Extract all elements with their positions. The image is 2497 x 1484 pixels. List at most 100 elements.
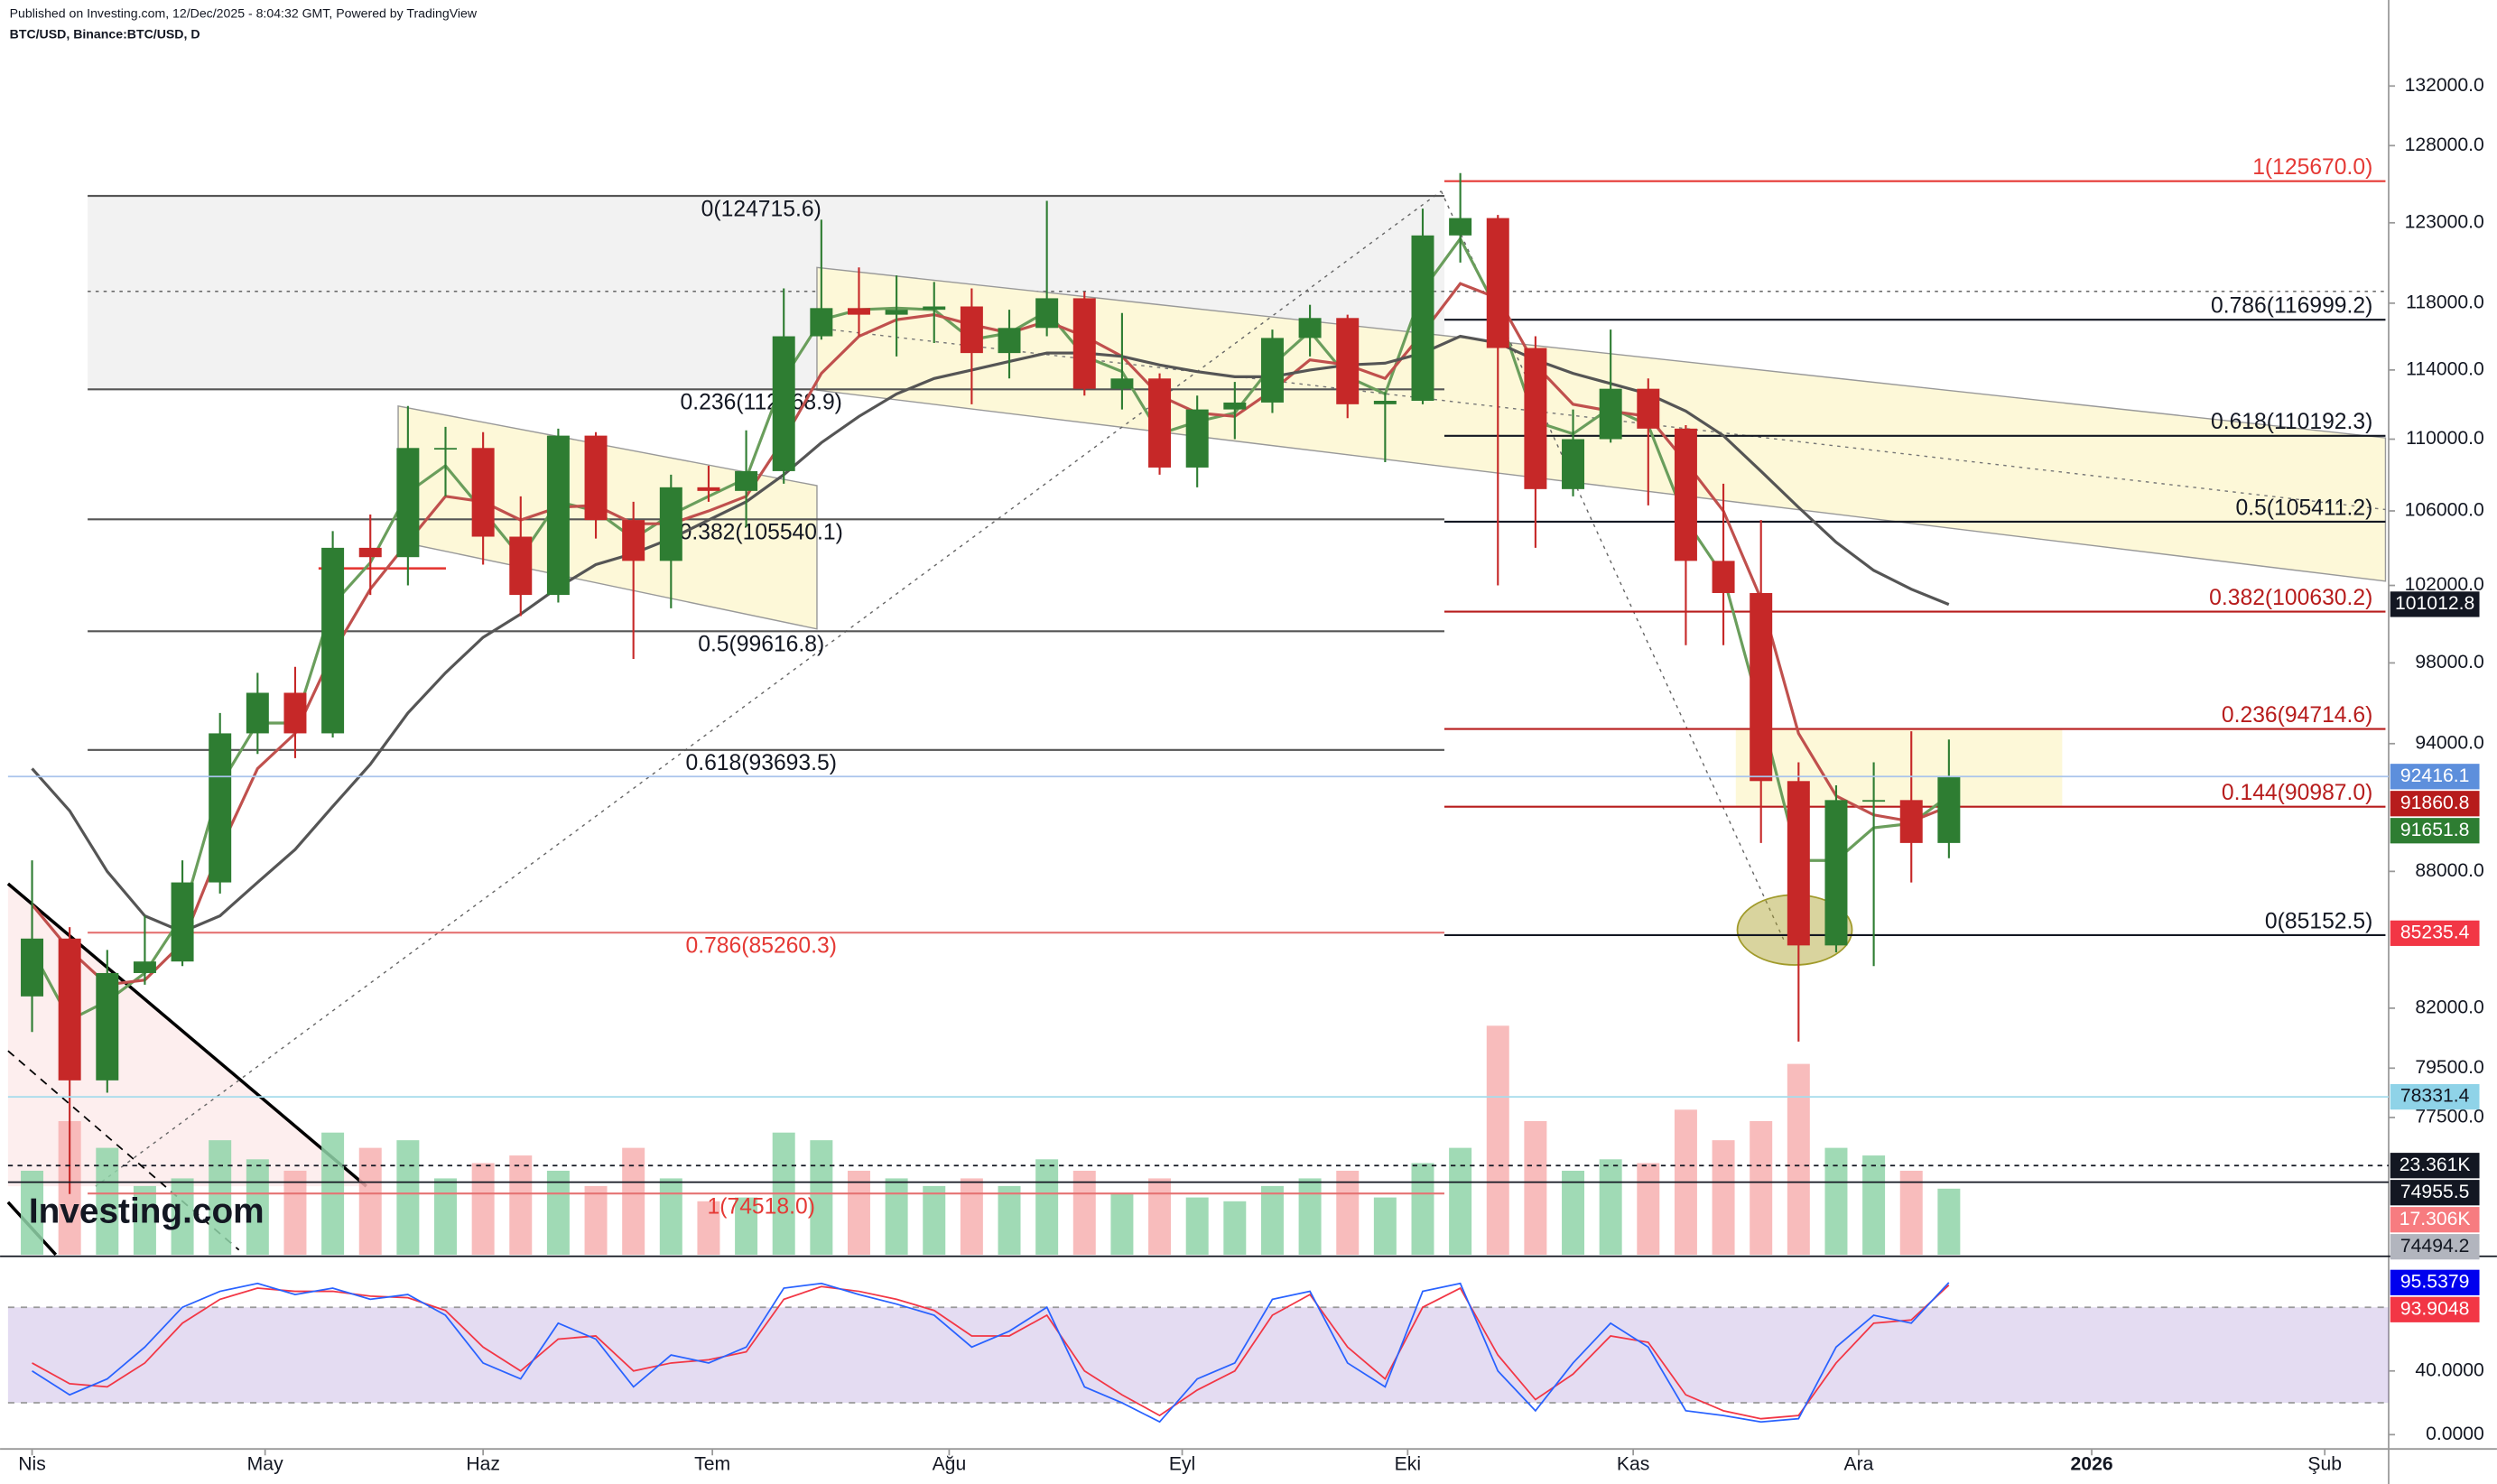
y-tick-label: 94000.0	[2415, 732, 2483, 753]
volume-bar	[283, 1170, 307, 1255]
candle-body	[1336, 318, 1360, 404]
volume-bar	[1223, 1201, 1247, 1255]
volume-bar	[622, 1147, 645, 1255]
volume-bar	[584, 1185, 608, 1255]
price-badge-label: 85235.4	[2400, 922, 2470, 942]
fib-label: 1(74518.0)	[708, 1195, 815, 1220]
price-badge	[2390, 1234, 2480, 1260]
candle-body	[584, 435, 608, 521]
volume-bar	[659, 1178, 682, 1255]
volume-bar	[1072, 1170, 1096, 1255]
price-badge	[2390, 1153, 2480, 1179]
x-tick-label: Ara	[1843, 1453, 1873, 1474]
range-box	[1735, 728, 2063, 806]
volume-bar	[1411, 1163, 1434, 1255]
candle-body	[960, 306, 983, 354]
y-tick-label: 106000.0	[2405, 500, 2484, 521]
candle-body	[1787, 781, 1810, 946]
volume-bar	[810, 1140, 833, 1255]
fib-label: 0.5(99616.8)	[698, 633, 824, 657]
volume-bar	[21, 1170, 44, 1255]
stoch-line	[32, 1282, 1950, 1424]
fib-label: 0.236(94714.6)	[2222, 703, 2372, 728]
trendline	[7, 1050, 240, 1251]
volume-bar	[434, 1178, 457, 1255]
candle-body	[1750, 592, 1773, 782]
fib-label: 0(85152.5)	[2265, 909, 2372, 933]
candle-body	[1637, 388, 1660, 429]
x-tick-label: May	[247, 1453, 283, 1474]
price-badge	[2390, 920, 2480, 946]
y-tick-label: 88000.0	[2415, 860, 2483, 881]
volume-bar	[1373, 1197, 1397, 1255]
moving-average	[31, 236, 1950, 1023]
candle-body	[772, 336, 795, 471]
volume-bar	[998, 1185, 1021, 1255]
candle-body	[1899, 800, 1923, 843]
candle-body	[847, 308, 870, 315]
volume-bar	[509, 1155, 533, 1255]
volume-bar	[847, 1170, 870, 1255]
candle-body	[622, 520, 645, 561]
price-badge-label: 91860.8	[2400, 793, 2469, 813]
candle-body	[1298, 318, 1322, 339]
volume-bar	[471, 1163, 495, 1255]
candle-body	[1223, 402, 1247, 410]
volume-bar	[923, 1185, 946, 1255]
fib-label: 0.382(100630.2)	[2209, 586, 2372, 610]
candle-body	[209, 733, 232, 883]
price-badge-label: 17.306K	[2400, 1209, 2471, 1229]
volume-bar	[1899, 1170, 1923, 1255]
price-badge-label: 74494.2	[2400, 1236, 2469, 1257]
candle-body	[1599, 388, 1622, 440]
candle-body	[1862, 800, 1886, 802]
volume-bar	[396, 1140, 420, 1255]
price-badge	[2390, 1207, 2480, 1233]
y-tick-label: 114000.0	[2406, 358, 2484, 379]
candle-body	[1260, 338, 1284, 403]
volume-bar	[1260, 1185, 1284, 1255]
volume-bar	[209, 1140, 232, 1255]
title: BTC/USD, Binance:BTC/USD, D	[10, 27, 200, 42]
volume-bar	[1449, 1147, 1472, 1255]
price-badge-label: 91651.8	[2400, 820, 2469, 840]
candle-body	[1937, 776, 1961, 843]
y-tick-label: 110000.0	[2406, 428, 2484, 449]
candle-body	[246, 692, 269, 734]
candle-body	[1185, 409, 1209, 468]
volume-bar	[1637, 1163, 1660, 1255]
candle-body	[697, 487, 720, 491]
moving-average	[31, 282, 1950, 987]
price-badge-label: 93.9048	[2400, 1298, 2469, 1319]
volume-bar	[1110, 1193, 1134, 1255]
volume-bar	[1824, 1147, 1848, 1255]
volume-bar	[1787, 1063, 1810, 1255]
y-tick-label: 132000.0	[2405, 75, 2484, 96]
candle-body	[471, 448, 495, 537]
candle-body	[1411, 235, 1434, 402]
fib-label: 0(124715.6)	[701, 197, 822, 221]
volume-bar	[1486, 1025, 1509, 1255]
volume-bar	[960, 1178, 983, 1255]
volume-bar	[171, 1178, 194, 1255]
trendline	[95, 190, 1442, 1187]
candle-body	[923, 306, 946, 311]
candle-body	[1674, 428, 1697, 561]
candle-body	[396, 448, 420, 558]
y-tick-label: 0.0000	[2426, 1424, 2484, 1444]
candle-body	[321, 547, 345, 734]
volume-bar	[358, 1147, 382, 1255]
x-tick-label: Eki	[1395, 1453, 1421, 1474]
price-badge-label: 92416.1	[2400, 765, 2469, 786]
candle-body	[509, 536, 533, 596]
price-badge	[2390, 791, 2480, 817]
x-tick-label: Kas	[1617, 1453, 1649, 1474]
price-badge	[2390, 1180, 2480, 1206]
candle-body	[1824, 800, 1848, 946]
price-badge-label: 95.5379	[2400, 1271, 2469, 1292]
fib-label: 0.786(85260.3)	[685, 934, 836, 959]
candle-body	[1486, 218, 1509, 348]
price-badge-label: 101012.8	[2395, 593, 2474, 614]
